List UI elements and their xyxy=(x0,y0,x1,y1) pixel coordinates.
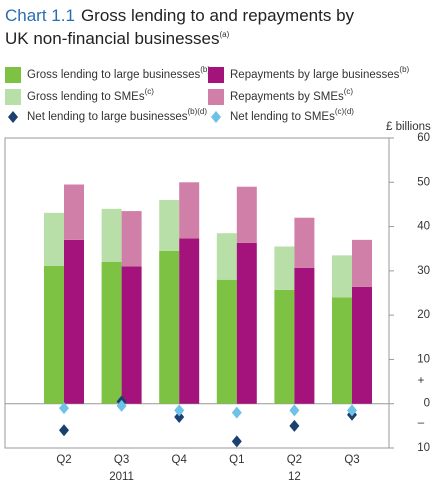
x-tick-label: Q3 xyxy=(344,454,359,466)
x-year-label: 12 xyxy=(288,471,301,483)
minus-sign: – xyxy=(418,417,425,429)
legend-swatch xyxy=(8,111,18,123)
marker xyxy=(59,424,69,437)
marker xyxy=(289,404,300,417)
legend-note: (c) xyxy=(344,87,354,96)
legend-text: Gross lending to SMEs xyxy=(27,91,145,103)
bar xyxy=(236,186,257,243)
x-year-label: 2011 xyxy=(109,471,134,483)
marker xyxy=(59,402,69,415)
legend-entry: Gross lending to SMEs(c) xyxy=(27,87,154,103)
legend-note: (c) xyxy=(145,87,155,96)
legend-text: Net lending to SMEs xyxy=(230,111,335,123)
y-tick-label: 10 xyxy=(417,442,430,454)
y-tick-label: 60 xyxy=(417,132,430,144)
bar xyxy=(101,262,122,404)
x-tick-label: Q3 xyxy=(114,454,129,466)
chart-title-line2: UK non-financial businesses(a) xyxy=(5,29,230,48)
bar xyxy=(274,246,295,290)
legend-swatch xyxy=(208,89,224,105)
bar xyxy=(332,255,352,298)
chart-title: Chart 1.1 Gross lending to and repayments… xyxy=(5,6,355,25)
legend-swatch xyxy=(5,67,21,83)
legend-note: (b) xyxy=(200,65,210,74)
bar xyxy=(236,242,257,404)
legend-swatch xyxy=(208,67,224,83)
legend-entry: Repayments by large businesses(b) xyxy=(230,65,410,81)
bar xyxy=(44,265,64,404)
marker xyxy=(231,406,242,419)
bar xyxy=(44,212,64,266)
chart-number: Chart 1.1 xyxy=(5,6,75,25)
bar xyxy=(179,238,200,404)
bar xyxy=(274,289,295,404)
x-tick-label: Q2 xyxy=(287,454,302,466)
y-tick-label: 20 xyxy=(417,309,430,321)
legend-swatch xyxy=(5,89,21,105)
legend-entry: Net lending to large businesses(b)(d) xyxy=(27,107,207,123)
bar xyxy=(159,200,180,251)
legend-text: Repayments by SMEs xyxy=(230,91,344,103)
legend-text: Net lending to large businesses xyxy=(27,111,188,123)
legend-entry: Repayments by SMEs(c) xyxy=(230,87,353,103)
bar xyxy=(216,279,237,404)
legend-entry: Net lending to SMEs(c)(d) xyxy=(230,107,354,123)
y-tick-label: 10 xyxy=(417,353,430,365)
legend-swatch xyxy=(211,111,221,123)
bar xyxy=(352,286,372,404)
bar xyxy=(64,184,84,240)
bar xyxy=(294,217,315,268)
marker xyxy=(174,404,185,417)
x-tick-label: Q4 xyxy=(172,454,188,466)
plus-sign: + xyxy=(418,375,425,387)
legend-note: (b) xyxy=(399,65,409,74)
marker xyxy=(289,419,300,432)
bar xyxy=(294,267,315,404)
bar xyxy=(121,266,142,404)
bar xyxy=(216,233,237,280)
bar xyxy=(101,208,122,262)
y-tick-label: 50 xyxy=(417,176,430,188)
y-tick-label: 30 xyxy=(417,265,430,277)
x-tick-label: Q2 xyxy=(56,454,71,466)
legend-note: (b)(d) xyxy=(187,107,207,116)
bar xyxy=(64,239,84,404)
y-axis-label: £ billions xyxy=(386,121,431,133)
legend-text: Gross lending to large businesses xyxy=(27,69,200,81)
bar xyxy=(159,250,180,404)
bar xyxy=(332,297,352,404)
legend-text: Repayments by large businesses xyxy=(230,69,400,81)
legend-note: (c)(d) xyxy=(335,107,354,116)
bar xyxy=(121,211,142,267)
title-text: UK non-financial businesses xyxy=(5,29,220,48)
marker xyxy=(116,399,127,412)
marker xyxy=(231,435,242,448)
x-tick-label: Q1 xyxy=(229,454,244,466)
legend-entry: Gross lending to large businesses(b) xyxy=(27,65,210,81)
title-text: Gross lending to and repayments by xyxy=(81,6,355,25)
title-note: (a) xyxy=(220,30,230,39)
marker xyxy=(174,411,185,423)
bar xyxy=(179,182,200,239)
y-tick-label: 40 xyxy=(417,221,430,233)
marker xyxy=(347,404,357,417)
bar xyxy=(352,239,372,287)
y-tick-label: 0 xyxy=(424,398,430,410)
plot-frame xyxy=(4,137,390,449)
